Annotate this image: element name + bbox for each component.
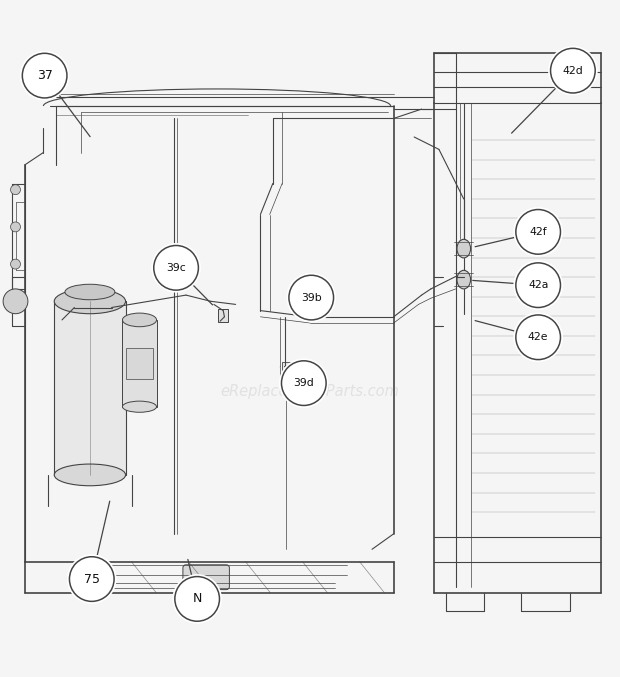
Circle shape — [175, 577, 219, 621]
Bar — [123, 320, 156, 407]
Circle shape — [516, 263, 560, 307]
Ellipse shape — [123, 401, 156, 412]
Bar — [125, 348, 153, 379]
Circle shape — [20, 51, 69, 100]
Circle shape — [286, 273, 336, 322]
Circle shape — [3, 289, 28, 313]
Circle shape — [516, 315, 560, 359]
Ellipse shape — [123, 313, 156, 327]
Text: 42e: 42e — [528, 332, 549, 343]
Circle shape — [11, 185, 20, 195]
Text: eReplacementParts.com: eReplacementParts.com — [221, 384, 399, 399]
Bar — [218, 309, 228, 322]
Ellipse shape — [457, 270, 471, 289]
Circle shape — [172, 574, 222, 624]
Bar — [55, 301, 125, 475]
Circle shape — [516, 210, 560, 254]
Circle shape — [281, 361, 326, 406]
Text: 42a: 42a — [528, 280, 548, 290]
Circle shape — [279, 358, 329, 408]
Text: 42f: 42f — [529, 227, 547, 237]
Circle shape — [289, 276, 334, 320]
Ellipse shape — [55, 464, 125, 486]
Text: 42d: 42d — [562, 66, 583, 76]
Ellipse shape — [55, 289, 125, 313]
Circle shape — [513, 207, 563, 257]
FancyBboxPatch shape — [183, 565, 229, 590]
Ellipse shape — [65, 284, 115, 300]
Text: 37: 37 — [37, 69, 53, 82]
Circle shape — [22, 53, 67, 98]
Circle shape — [513, 261, 563, 310]
Text: N: N — [192, 592, 202, 605]
Text: 39c: 39c — [166, 263, 186, 273]
Circle shape — [67, 554, 117, 604]
Circle shape — [154, 246, 198, 290]
Circle shape — [548, 46, 598, 95]
Circle shape — [11, 259, 20, 269]
Circle shape — [151, 243, 201, 292]
Circle shape — [551, 48, 595, 93]
Bar — [282, 362, 293, 376]
Circle shape — [513, 313, 563, 362]
Circle shape — [11, 222, 20, 232]
Text: 75: 75 — [84, 573, 100, 586]
Ellipse shape — [457, 239, 471, 258]
Circle shape — [69, 556, 114, 601]
Text: 39b: 39b — [301, 292, 322, 303]
Text: 39d: 39d — [293, 378, 314, 388]
